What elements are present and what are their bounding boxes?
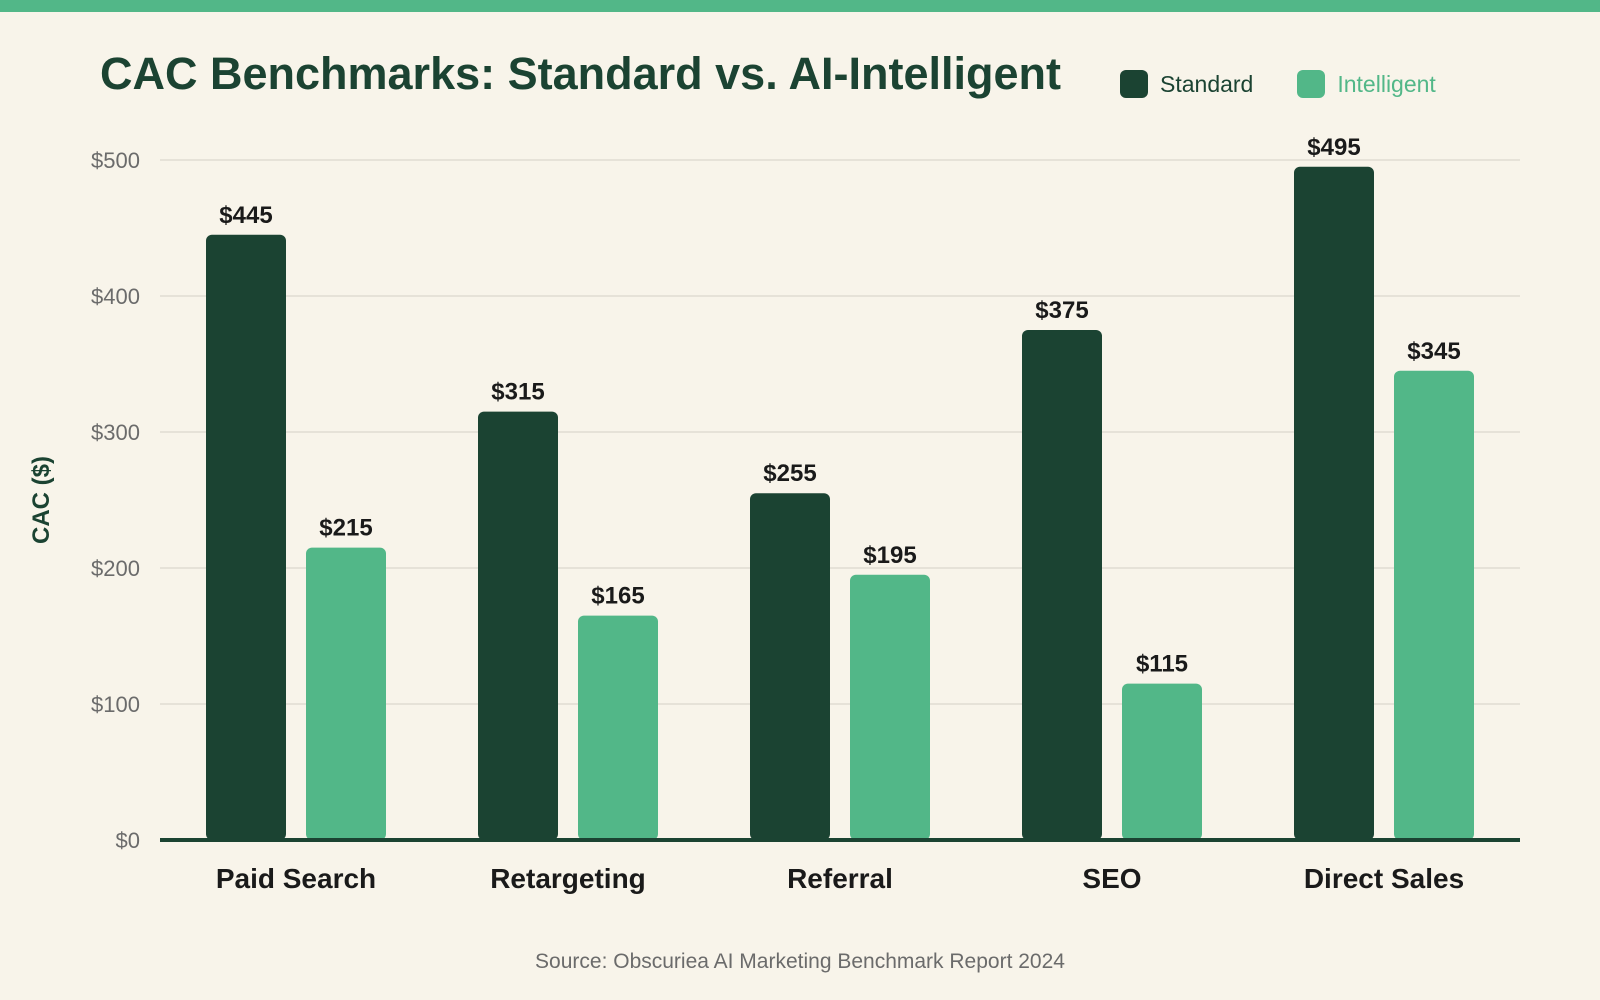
source-note: Source: Obscuriea AI Marketing Benchmark…	[535, 950, 1065, 973]
legend-item-intelligent: Intelligent	[1297, 70, 1436, 98]
legend-swatch-intelligent	[1297, 70, 1326, 98]
legend-swatch-standard	[1120, 70, 1148, 98]
data-label: $115	[1136, 651, 1188, 678]
chart-title: CAC Benchmarks: Standard vs. AI-Intellig…	[100, 48, 1062, 99]
x-tick-label: Paid Search	[216, 863, 376, 894]
bar-standard-referral	[750, 493, 830, 840]
data-label: $495	[1307, 134, 1360, 161]
data-label: $165	[591, 583, 644, 610]
data-label: $315	[491, 379, 544, 406]
data-label: $445	[219, 202, 272, 229]
y-tick-label: $200	[91, 556, 140, 581]
top-accent-band	[0, 0, 1600, 12]
bar-intelligent-direct-sales	[1394, 370, 1474, 840]
x-tick-label: SEO	[1082, 863, 1141, 894]
data-label: $345	[1407, 338, 1460, 365]
bar-intelligent-paid-search	[306, 547, 386, 840]
bar-intelligent-seo	[1122, 683, 1202, 840]
bar-standard-seo	[1022, 330, 1102, 840]
legend-label-intelligent: Intelligent	[1337, 70, 1436, 97]
y-tick-label: $400	[91, 284, 140, 309]
y-tick-label: $300	[91, 420, 140, 445]
bar-standard-retargeting	[478, 411, 558, 840]
data-label: $195	[863, 542, 916, 569]
bar-intelligent-retargeting	[578, 615, 658, 840]
bar-standard-paid-search	[206, 234, 286, 841]
legend: Standard Intelligent	[1120, 68, 1480, 100]
legend-item-standard: Standard	[1120, 70, 1253, 98]
x-tick-label: Retargeting	[490, 863, 646, 894]
bar-standard-direct-sales	[1294, 166, 1374, 841]
y-tick-label: $100	[91, 692, 140, 717]
data-label: $255	[763, 460, 816, 487]
legend-label-standard: Standard	[1160, 70, 1254, 97]
x-tick-label: Referral	[787, 863, 893, 894]
x-tick-label: Direct Sales	[1304, 863, 1464, 894]
bar-intelligent-referral	[850, 574, 930, 840]
y-tick-label: $500	[91, 148, 140, 173]
y-tick-label: $0	[116, 828, 140, 853]
data-label: $375	[1035, 297, 1088, 324]
data-label: $215	[319, 515, 372, 542]
